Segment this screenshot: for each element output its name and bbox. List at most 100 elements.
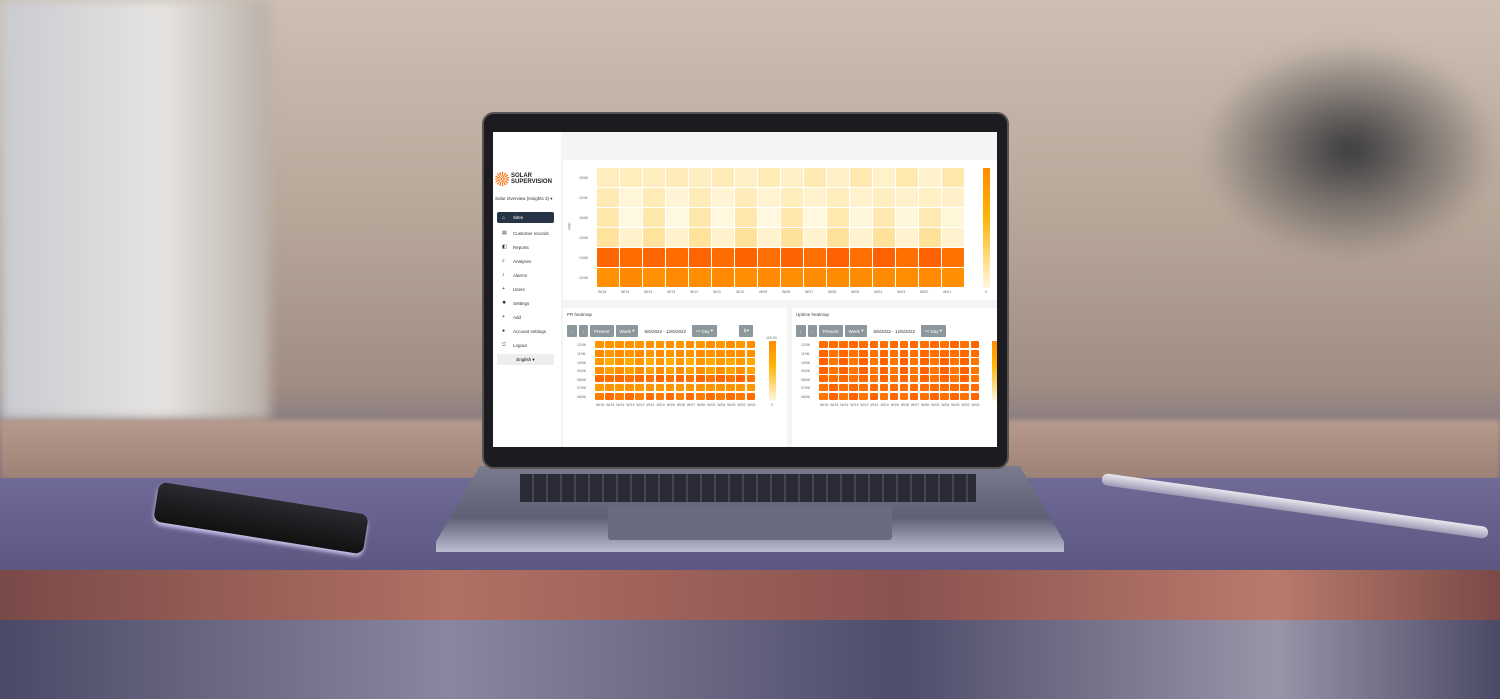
heatmap-cell[interactable] <box>940 384 949 392</box>
heatmap-cell[interactable] <box>685 341 695 349</box>
heatmap-cell[interactable] <box>696 349 705 357</box>
heatmap-cell[interactable] <box>899 375 909 383</box>
date-range[interactable]: 6/6/2022 - 12/6/2022 <box>869 325 919 337</box>
heatmap-cell[interactable] <box>726 366 735 374</box>
heatmap-cell[interactable] <box>620 208 642 227</box>
heatmap-cell[interactable] <box>666 268 688 287</box>
heatmap-cell[interactable] <box>758 228 780 247</box>
heatmap-cell[interactable] <box>873 188 895 207</box>
heatmap-cell[interactable] <box>896 228 918 247</box>
heatmap-cell[interactable] <box>655 341 665 349</box>
heatmap-cell[interactable] <box>595 341 604 349</box>
heatmap-cell[interactable] <box>726 341 735 349</box>
heatmap-cell[interactable] <box>696 358 705 366</box>
heatmap-cell[interactable] <box>655 392 665 400</box>
heatmap-cell[interactable] <box>896 268 918 287</box>
heatmap-cell[interactable] <box>726 349 735 357</box>
heatmap-cell[interactable] <box>712 188 734 207</box>
heatmap-cell[interactable] <box>726 375 735 383</box>
heatmap-cell[interactable] <box>645 392 655 400</box>
heatmap-cell[interactable] <box>712 268 734 287</box>
heatmap-cell[interactable] <box>675 366 685 374</box>
heatmap-cell[interactable] <box>930 358 939 366</box>
heatmap-cell[interactable] <box>827 228 849 247</box>
heatmap-cell[interactable] <box>675 384 685 392</box>
heatmap-cell[interactable] <box>827 248 849 267</box>
heatmap-cell[interactable] <box>942 208 964 227</box>
heatmap-cell[interactable] <box>625 341 634 349</box>
heatmap-cell[interactable] <box>819 341 828 349</box>
heatmap-cell[interactable] <box>615 384 624 392</box>
date-range[interactable]: 6/6/2022 - 12/6/2022 <box>640 325 690 337</box>
sidebar-item-sites[interactable]: ⌂ Sites <box>497 212 554 223</box>
heatmap-cell[interactable] <box>696 384 705 392</box>
range-dropdown[interactable]: Week ▾ <box>615 325 639 337</box>
heatmap-cell[interactable] <box>849 366 858 374</box>
heatmap-cell[interactable] <box>869 349 879 357</box>
heatmap-cell[interactable] <box>645 341 655 349</box>
present-button[interactable]: Present <box>819 325 843 337</box>
heatmap-cell[interactable] <box>920 349 929 357</box>
heatmap-cell[interactable] <box>819 358 828 366</box>
heatmap-cell[interactable] <box>689 168 711 187</box>
heatmap-cell[interactable] <box>960 341 969 349</box>
heatmap-cell[interactable] <box>879 358 889 366</box>
sidebar-item-add[interactable]: + Add <box>497 310 554 324</box>
heatmap-cell[interactable] <box>879 366 889 374</box>
heatmap-cell[interactable] <box>827 168 849 187</box>
heatmap-cell[interactable] <box>620 248 642 267</box>
heatmap-cell[interactable] <box>716 349 725 357</box>
heatmap-cell[interactable] <box>595 375 604 383</box>
heatmap-cell[interactable] <box>625 384 634 392</box>
heatmap-cell[interactable] <box>950 358 959 366</box>
sidebar-item-customer-records[interactable]: ▤ Customer records <box>497 226 554 240</box>
heatmap-cell[interactable] <box>605 358 614 366</box>
heatmap-cell[interactable] <box>781 208 803 227</box>
heatmap-cell[interactable] <box>930 341 939 349</box>
heatmap-cell[interactable] <box>655 349 665 357</box>
heatmap-cell[interactable] <box>781 168 803 187</box>
heatmap-cell[interactable] <box>735 268 757 287</box>
heatmap-cell[interactable] <box>746 392 756 400</box>
heatmap-cell[interactable] <box>685 384 695 392</box>
heatmap-cell[interactable] <box>625 366 634 374</box>
heatmap-cell[interactable] <box>839 366 848 374</box>
heatmap-cell[interactable] <box>615 366 624 374</box>
heatmap-cell[interactable] <box>930 366 939 374</box>
heatmap-cell[interactable] <box>781 228 803 247</box>
heatmap-cell[interactable] <box>869 384 879 392</box>
heatmap-cell[interactable] <box>706 358 715 366</box>
heatmap-cell[interactable] <box>879 392 889 400</box>
heatmap-cell[interactable] <box>849 358 858 366</box>
heatmap-cell[interactable] <box>829 341 838 349</box>
heatmap-cell[interactable] <box>758 188 780 207</box>
heatmap-cell[interactable] <box>804 188 826 207</box>
heatmap-cell[interactable] <box>689 208 711 227</box>
heatmap-cell[interactable] <box>869 341 879 349</box>
heatmap-cell[interactable] <box>643 268 665 287</box>
heatmap-cell[interactable] <box>655 358 665 366</box>
heatmap-cell[interactable] <box>827 208 849 227</box>
heatmap-cell[interactable] <box>919 208 941 227</box>
download-button[interactable]: ⬇▾ <box>739 325 754 337</box>
heatmap-cell[interactable] <box>706 366 715 374</box>
heatmap-cell[interactable] <box>849 392 858 400</box>
heatmap-cell[interactable] <box>716 358 725 366</box>
heatmap-cell[interactable] <box>726 392 735 400</box>
heatmap-cell[interactable] <box>839 384 848 392</box>
heatmap-cell[interactable] <box>879 375 889 383</box>
heatmap-cell[interactable] <box>675 358 685 366</box>
heatmap-cell[interactable] <box>685 366 695 374</box>
sidebar-item-settings[interactable]: ✹ Settings <box>497 296 554 310</box>
heatmap-cell[interactable] <box>595 349 604 357</box>
heatmap-cell[interactable] <box>873 168 895 187</box>
heatmap-cell[interactable] <box>819 349 828 357</box>
heatmap-cell[interactable] <box>829 349 838 357</box>
heatmap-cell[interactable] <box>666 208 688 227</box>
heatmap-cell[interactable] <box>689 228 711 247</box>
heatmap-cell[interactable] <box>942 168 964 187</box>
heatmap-cell[interactable] <box>597 168 619 187</box>
heatmap-cell[interactable] <box>889 366 899 374</box>
heatmap-cell[interactable] <box>655 366 665 374</box>
heatmap-cell[interactable] <box>675 349 685 357</box>
